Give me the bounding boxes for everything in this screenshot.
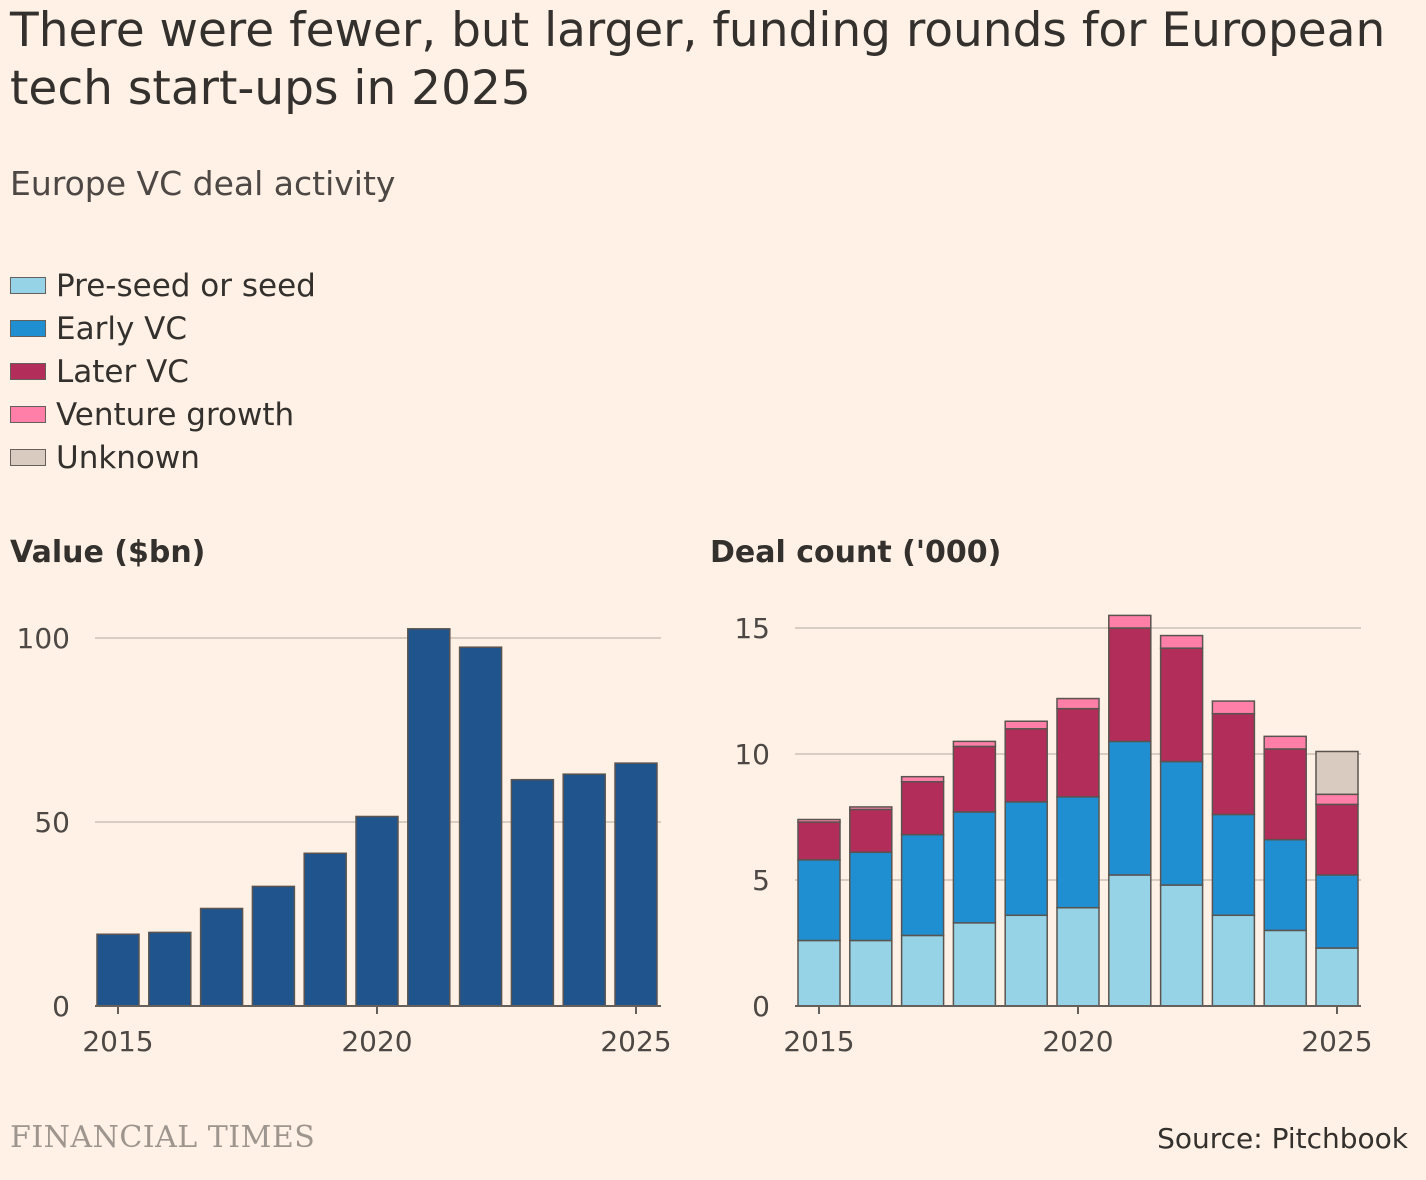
deal-count-chart: 0 5 10 15 2015 2020 2025 <box>734 612 1372 1058</box>
bar-segment <box>1056 906 1100 1007</box>
bar-segment <box>797 939 841 1007</box>
bar-segment <box>849 806 893 811</box>
bar-segment <box>1315 750 1359 796</box>
legend-swatch-venture-growth <box>10 406 46 423</box>
bar-segment <box>849 939 893 1007</box>
bar-segment <box>900 775 945 783</box>
bar <box>614 762 658 1007</box>
bar-segment <box>1108 874 1152 1007</box>
legend-swatch-later-vc <box>10 363 46 380</box>
bar-segment <box>952 745 997 813</box>
bar <box>199 907 244 1007</box>
value-chart-title: Value ($bn) <box>10 535 206 570</box>
bar-segment <box>1056 707 1100 798</box>
bar-segment <box>797 821 841 861</box>
bar <box>355 815 399 1007</box>
bar-segment <box>797 818 841 823</box>
bar-segment <box>952 922 997 1007</box>
bar-segment <box>1159 884 1204 1007</box>
legend-item-unknown: Unknown <box>10 436 316 479</box>
bar-segment <box>849 851 893 942</box>
bar <box>407 628 451 1007</box>
y-tick-label: 100 <box>17 622 70 655</box>
legend-label-unknown: Unknown <box>56 439 200 476</box>
bar-segment <box>1159 634 1204 649</box>
bar-segment <box>1315 947 1359 1007</box>
y-tick-label: 15 <box>734 612 770 645</box>
bar-segment <box>1056 796 1100 909</box>
legend-label-pre-seed: Pre-seed or seed <box>56 267 316 304</box>
bar-segment <box>1211 700 1256 715</box>
bar-segment <box>1263 735 1307 750</box>
bar-segment <box>1004 801 1048 917</box>
y-tick-label: 0 <box>52 990 70 1023</box>
bar-segment <box>1159 647 1204 763</box>
bar <box>148 931 192 1007</box>
bar-segment <box>1004 914 1048 1007</box>
bar <box>96 933 140 1007</box>
y-tick-label: 0 <box>752 990 770 1023</box>
bar-segment <box>1263 748 1307 841</box>
legend-item-pre-seed: Pre-seed or seed <box>10 264 316 307</box>
bar-segment <box>952 811 997 924</box>
chart-subtitle: Europe VC deal activity <box>10 164 396 203</box>
legend-item-early-vc: Early VC <box>10 307 316 350</box>
bar-segment <box>900 833 945 937</box>
x-tick-label: 2015 <box>783 1025 854 1058</box>
bar-segment <box>900 780 945 836</box>
legend-label-later-vc: Later VC <box>56 353 189 390</box>
bar-segment <box>952 740 997 748</box>
bar <box>251 885 296 1007</box>
bar-segment <box>1004 720 1048 730</box>
bar <box>458 646 503 1007</box>
bar <box>510 778 555 1007</box>
bar-segment <box>1108 740 1152 876</box>
value-chart: 0 50 100 2015 2020 2025 <box>17 622 672 1058</box>
legend: Pre-seed or seed Early VC Later VC Ventu… <box>10 264 316 479</box>
bar <box>562 773 606 1007</box>
bar-segment <box>1211 712 1256 816</box>
bar-segment <box>1004 728 1048 803</box>
bar-segment <box>1315 803 1359 876</box>
y-tick-label: 10 <box>734 738 770 771</box>
bar-segment <box>900 934 945 1007</box>
legend-label-venture-growth: Venture growth <box>56 396 295 433</box>
bar <box>303 852 347 1007</box>
bar-segment <box>849 808 893 854</box>
y-tick-label: 50 <box>34 806 70 839</box>
x-tick-label: 2025 <box>600 1025 671 1058</box>
bar-segment <box>1211 914 1256 1007</box>
bar-segment <box>1263 838 1307 932</box>
bar-segment <box>1211 813 1256 917</box>
legend-swatch-pre-seed <box>10 277 46 294</box>
bar-segment <box>1159 760 1204 886</box>
source-note: Source: Pitchbook <box>1157 1122 1408 1155</box>
legend-item-venture-growth: Venture growth <box>10 393 316 436</box>
bar-segment <box>1108 614 1152 629</box>
deal-count-chart-title: Deal count ('000) <box>710 535 1002 570</box>
legend-swatch-unknown <box>10 449 46 466</box>
legend-swatch-early-vc <box>10 320 46 337</box>
bar-segment <box>1108 627 1152 743</box>
ft-logo: FINANCIAL TIMES <box>10 1120 316 1155</box>
x-tick-label: 2020 <box>341 1025 412 1058</box>
x-tick-label: 2025 <box>1301 1025 1372 1058</box>
legend-label-early-vc: Early VC <box>56 310 187 347</box>
x-tick-label: 2015 <box>82 1025 153 1058</box>
legend-item-later-vc: Later VC <box>10 350 316 393</box>
y-tick-label: 5 <box>752 864 770 897</box>
x-tick-label: 2020 <box>1042 1025 1113 1058</box>
bar-segment <box>1263 929 1307 1007</box>
bar-segment <box>1056 697 1100 710</box>
bar-segment <box>797 859 841 942</box>
bar-segment <box>1315 793 1359 806</box>
chart-title: There were fewer, but larger, funding ro… <box>10 3 1386 116</box>
bar-segment <box>1315 874 1359 949</box>
